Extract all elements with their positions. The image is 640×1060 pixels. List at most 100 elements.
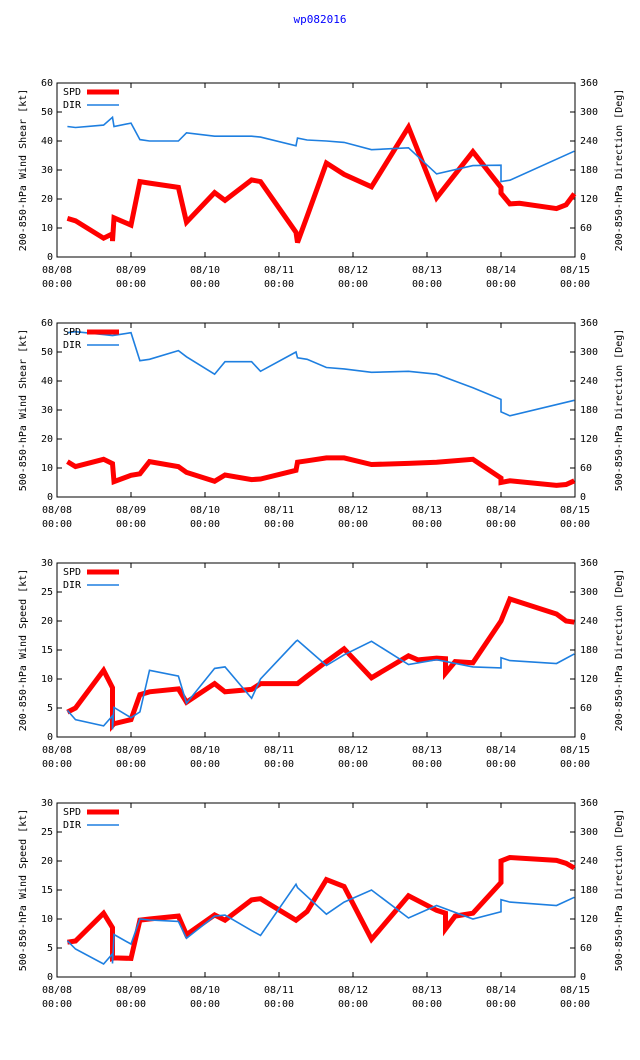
xtick-label-date: 08/12 (338, 985, 368, 996)
xtick-label-time: 00:00 (116, 759, 146, 770)
xtick-label-time: 00:00 (190, 519, 220, 530)
xtick-label-time: 00:00 (486, 519, 516, 530)
xtick-label-date: 08/15 (560, 745, 590, 756)
ytick-label: 50 (41, 347, 53, 358)
ytick-label: 0 (47, 972, 53, 983)
xtick-label-date: 08/11 (264, 265, 294, 276)
legend-label-dir: DIR (63, 580, 82, 591)
y-axis-label: 200-850-hPa Wind Speed [kt] (18, 569, 29, 732)
plot-frame-1 (56, 82, 576, 258)
xtick-label-date: 08/14 (486, 745, 516, 756)
legend-label-spd: SPD (63, 567, 81, 578)
xtick-label-time: 00:00 (264, 999, 294, 1010)
y-axis-label: 200-850-hPa Wind Shear [kt] (18, 89, 29, 252)
ytick-label: 20 (41, 194, 53, 205)
xtick-label-date: 08/12 (338, 265, 368, 276)
y2tick-label: 180 (580, 405, 598, 416)
dir-series-line (67, 115, 575, 183)
legend-label-spd: SPD (63, 327, 81, 338)
xtick-label-time: 00:00 (560, 279, 590, 290)
y2tick-label: 300 (580, 347, 598, 358)
xtick-label-date: 08/10 (190, 985, 220, 996)
ytick-label: 20 (41, 856, 53, 867)
xtick-label-date: 08/14 (486, 265, 516, 276)
xtick-label-date: 08/11 (264, 985, 294, 996)
xtick-label-date: 08/11 (264, 745, 294, 756)
legend-label-spd: SPD (63, 87, 81, 98)
xtick-label-date: 08/13 (412, 745, 442, 756)
xtick-label-date: 08/12 (338, 505, 368, 516)
ytick-label: 10 (41, 914, 53, 925)
y2tick-label: 240 (580, 616, 598, 627)
ytick-label: 10 (41, 674, 53, 685)
xtick-label-time: 00:00 (190, 759, 220, 770)
y2tick-label: 180 (580, 645, 598, 656)
y2tick-label: 0 (580, 252, 586, 263)
xtick-label-time: 00:00 (116, 999, 146, 1010)
y2-axis-label: 500-850-hPa Direction [Deg] (614, 809, 625, 972)
ytick-label: 0 (47, 252, 53, 263)
xtick-label-time: 00:00 (412, 999, 442, 1010)
ytick-label: 0 (47, 732, 53, 743)
y2tick-label: 120 (580, 674, 598, 685)
ytick-label: 20 (41, 434, 53, 445)
ytick-label: 60 (41, 318, 53, 329)
xtick-label-date: 08/08 (42, 505, 72, 516)
ytick-label: 5 (47, 703, 53, 714)
xtick-label-time: 00:00 (486, 279, 516, 290)
plot-frame-2 (56, 322, 576, 498)
y2tick-label: 120 (580, 194, 598, 205)
ytick-label: 25 (41, 587, 53, 598)
xtick-label-time: 00:00 (412, 759, 442, 770)
xtick-label-date: 08/08 (42, 745, 72, 756)
xtick-label-time: 00:00 (338, 999, 368, 1010)
y2tick-label: 360 (580, 798, 598, 809)
y2tick-label: 180 (580, 885, 598, 896)
spd-series-line (66, 121, 577, 244)
xtick-label-time: 00:00 (412, 519, 442, 530)
dir-series-line (66, 882, 575, 966)
xtick-label-date: 08/14 (486, 985, 516, 996)
ytick-label: 20 (41, 616, 53, 627)
xtick-label-date: 08/09 (116, 745, 146, 756)
legend-label-spd: SPD (63, 807, 81, 818)
xtick-label-time: 00:00 (42, 279, 72, 290)
xtick-label-time: 00:00 (560, 519, 590, 530)
y2tick-label: 120 (580, 914, 598, 925)
xtick-label-time: 00:00 (560, 999, 590, 1010)
xtick-label-time: 00:00 (264, 519, 294, 530)
ytick-label: 15 (41, 645, 53, 656)
xtick-label-date: 08/13 (412, 505, 442, 516)
xtick-label-time: 00:00 (338, 519, 368, 530)
xtick-label-date: 08/09 (116, 985, 146, 996)
xtick-label-date: 08/09 (116, 265, 146, 276)
xtick-label-time: 00:00 (42, 759, 72, 770)
y2-axis-label: 200-850-hPa Direction [Deg] (614, 89, 625, 252)
xtick-label-time: 00:00 (486, 999, 516, 1010)
xtick-label-time: 00:00 (412, 279, 442, 290)
y-axis-label: 500-850-hPa Wind Speed [kt] (18, 809, 29, 972)
ytick-label: 30 (41, 558, 53, 569)
ytick-label: 10 (41, 463, 53, 474)
legend-label-dir: DIR (63, 100, 82, 111)
xtick-label-date: 08/08 (42, 265, 72, 276)
spd-series-line (67, 854, 576, 962)
xtick-label-time: 00:00 (338, 279, 368, 290)
xtick-label-date: 08/10 (190, 745, 220, 756)
spd-series-line (66, 455, 576, 488)
ytick-label: 10 (41, 223, 53, 234)
xtick-label-time: 00:00 (116, 519, 146, 530)
xtick-label-time: 00:00 (264, 279, 294, 290)
ytick-label: 50 (41, 107, 53, 118)
ytick-label: 40 (41, 136, 53, 147)
xtick-label-time: 00:00 (560, 759, 590, 770)
xtick-label-date: 08/15 (560, 265, 590, 276)
ytick-label: 15 (41, 885, 53, 896)
xtick-label-time: 00:00 (264, 759, 294, 770)
xtick-label-date: 08/08 (42, 985, 72, 996)
y2tick-label: 60 (580, 463, 592, 474)
legend-label-dir: DIR (63, 820, 82, 831)
ytick-label: 30 (41, 405, 53, 416)
dir-series-line (67, 330, 575, 417)
